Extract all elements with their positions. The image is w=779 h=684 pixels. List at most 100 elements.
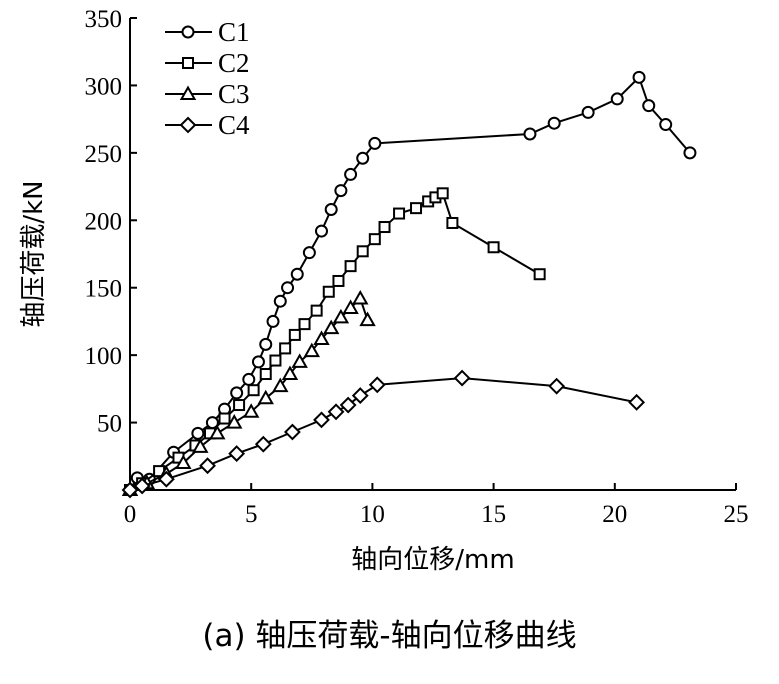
y-tick-label: 150	[85, 276, 123, 303]
y-axis-ticks: 50 100 150 200 250 300 350	[85, 6, 137, 438]
y-tick-label: 100	[85, 343, 123, 370]
series-c4-point	[199, 457, 216, 475]
series-c1-point	[251, 355, 265, 369]
figure-caption: (a) 轴压荷载-轴向位移曲线	[202, 618, 577, 654]
series-c1-point	[290, 267, 304, 281]
series-c3-point	[272, 377, 289, 393]
legend-item-c4: C4	[165, 110, 250, 140]
y-tick-label: 200	[85, 208, 123, 235]
series-c4-point	[254, 435, 272, 453]
series-c2-point	[393, 207, 406, 220]
legend-label: C4	[218, 110, 250, 140]
series-c4-point	[368, 376, 386, 394]
series-c3-point	[352, 289, 369, 305]
series-c3-point	[281, 365, 299, 381]
series-c3-point	[209, 424, 226, 440]
series-c2-point	[344, 260, 357, 273]
chart-axes	[129, 18, 736, 491]
series-c1-point	[642, 99, 656, 113]
y-tick-label: 50	[97, 411, 122, 438]
series-c3-point	[226, 414, 243, 429]
series-c4-point	[228, 445, 246, 463]
x-tick-label: 25	[724, 501, 749, 528]
legend-item-c3: C3	[165, 79, 250, 109]
series-c3-point	[322, 319, 340, 335]
series-c2-point	[259, 368, 272, 381]
x-tick-label: 20	[602, 501, 627, 528]
series-c2-point	[298, 318, 311, 331]
series-c2-point	[368, 233, 381, 246]
legend-marker	[179, 85, 197, 100]
series-c4-point	[157, 470, 175, 488]
series-c1-point	[356, 151, 370, 165]
series-c2-point	[356, 245, 369, 258]
legend-item-c1: C1	[165, 17, 250, 47]
series-c2-point	[378, 221, 391, 234]
series-c1-point	[266, 314, 280, 328]
legend-item-c2: C2	[165, 48, 250, 78]
series-c1-point	[242, 372, 256, 386]
series-c4-point	[628, 393, 646, 411]
series-c4-point	[133, 477, 151, 495]
series-c1-point	[273, 294, 287, 308]
series-c2-point	[410, 202, 423, 215]
series-c3-point	[257, 389, 274, 405]
series-c3-point	[291, 353, 308, 368]
series-c3-point	[242, 403, 260, 418]
x-tick-label: 5	[245, 501, 258, 528]
series-c4-point	[327, 403, 345, 421]
series-c3-point	[332, 308, 350, 324]
series-c3-point	[313, 330, 330, 345]
y-tick-label: 300	[85, 73, 123, 100]
data-series-layer	[121, 70, 697, 499]
series-c1	[123, 70, 697, 497]
series-c1-point	[344, 167, 358, 181]
series-c4-point	[453, 369, 471, 387]
series-c4-point	[121, 481, 139, 499]
series-c1-point	[281, 281, 295, 295]
series-c1-point	[314, 224, 328, 238]
x-tick-label: 0	[124, 501, 137, 528]
series-c1-point	[259, 337, 273, 351]
series-c2-point	[218, 412, 231, 425]
series-c1-point	[610, 92, 624, 106]
y-tick-label: 350	[85, 6, 123, 33]
x-axis-ticks: 0 5 10 15 20 25	[124, 483, 749, 528]
series-c1-point	[659, 118, 673, 132]
series-c1-point	[523, 127, 537, 141]
series-c1-point	[324, 202, 338, 216]
series-c4-point	[351, 387, 369, 405]
series-c1-point	[302, 246, 316, 260]
x-tick-label: 15	[481, 501, 506, 528]
legend-marker	[179, 116, 197, 134]
series-c2-point	[288, 328, 301, 341]
series-c3-point	[175, 454, 192, 470]
series-c2-point	[322, 285, 335, 298]
series-c2-point	[332, 274, 345, 287]
series-c4-point	[283, 423, 301, 441]
series-c4-point	[339, 396, 357, 414]
series-c3-point	[359, 311, 376, 327]
y-axis-title: 轴压荷载/kN	[19, 180, 49, 327]
series-c1-point	[547, 116, 561, 130]
series-c2-point	[487, 241, 500, 254]
series-c2-point	[446, 216, 459, 229]
series-c2-point	[310, 304, 323, 317]
series-c1-point	[368, 136, 382, 150]
series-c1-point	[230, 386, 244, 400]
legend-label: C3	[218, 79, 250, 109]
series-c3-point	[303, 342, 321, 358]
legend-label: C2	[218, 48, 250, 78]
series-c2-point	[533, 268, 546, 281]
series-c2-point	[279, 342, 292, 355]
series-c2-point	[436, 187, 449, 200]
series-c2-point	[247, 384, 260, 397]
series-c1-point	[334, 184, 348, 198]
series-c4-point	[313, 411, 330, 429]
chart-figure: 0 5 10 15 20 25 50 100 150 200 250 300 350 C1C2C3C4…	[19, 6, 749, 575]
series-c2	[124, 187, 546, 496]
x-axis-title: 轴向位移/mm	[351, 545, 514, 575]
legend-marker	[182, 57, 194, 69]
series-c4	[121, 369, 646, 499]
